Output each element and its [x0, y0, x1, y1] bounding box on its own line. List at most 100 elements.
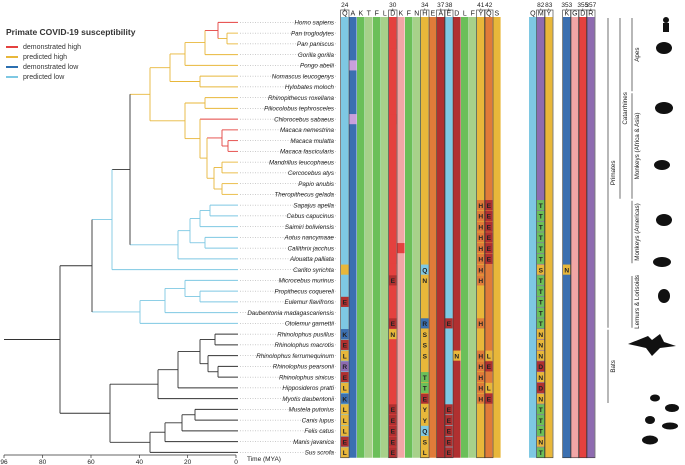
variant-cell	[477, 264, 485, 275]
variant-letter: N	[538, 396, 543, 403]
position-label: 38	[445, 2, 453, 9]
taxon-label: Rhinolophus macrotis	[275, 342, 335, 349]
variant-cell	[477, 382, 485, 393]
variant-cell	[445, 318, 453, 329]
variant-cell	[421, 372, 429, 383]
variant-letter: N	[454, 353, 459, 360]
header-letter: K	[358, 11, 363, 18]
variant-letter: H	[478, 386, 483, 393]
bats-label: Bats	[610, 360, 617, 373]
taxon-label: Otolemur garnettii	[285, 321, 335, 328]
variant-cell	[341, 425, 349, 436]
taxon-labels: Homo sapiens Pan troglodytes Pan paniscus G…	[240, 20, 336, 457]
variant-letter: N	[564, 267, 569, 274]
variant-letter: T	[539, 321, 543, 328]
variant-cell	[477, 393, 485, 404]
variant-letter: H	[478, 364, 483, 371]
variant-letter: K	[342, 396, 347, 403]
taxon-label: Mustela putorius	[289, 407, 334, 414]
primates-label: Primates	[610, 160, 617, 185]
variant-letter: Y	[423, 407, 428, 414]
header-letter: Q	[530, 11, 536, 18]
axis-tick-label: 20	[184, 459, 192, 465]
variant-letter: E	[487, 203, 492, 210]
variant-cell	[537, 275, 545, 286]
axis-tick-label: 0	[234, 459, 238, 465]
axis-label: Time (MYA)	[247, 456, 281, 463]
variant-letter: Q	[422, 429, 427, 436]
variant-letter: E	[423, 396, 428, 403]
taxon-label: Macaca mulatta	[290, 138, 334, 145]
variant-cell	[445, 415, 453, 426]
alignment-column	[445, 17, 453, 458]
alignment-column	[373, 17, 381, 458]
variant-cell	[537, 296, 545, 307]
variant-letter: L	[343, 353, 347, 360]
variant-cell	[421, 404, 429, 415]
variant-letter: E	[487, 364, 492, 371]
header-letter: N	[414, 11, 419, 18]
variant-letter: E	[447, 321, 452, 328]
variant-cell	[341, 372, 349, 383]
variant-cell	[389, 329, 397, 340]
header-letter: H	[422, 11, 427, 18]
alignment-column	[381, 17, 389, 458]
variant-cell	[341, 350, 349, 361]
variant-letter: T	[539, 450, 543, 457]
variant-cell	[341, 447, 349, 458]
variant-letter: R	[422, 321, 427, 328]
taxon-label: Pongo abelii	[300, 63, 335, 70]
variant-cell	[477, 200, 485, 211]
taxon-label: Papio anubis	[298, 181, 334, 188]
variant-cell	[537, 382, 545, 393]
header-letter: K	[564, 11, 569, 18]
variant-cell	[537, 447, 545, 458]
variant-cell	[389, 318, 397, 329]
variant-letter: H	[478, 267, 483, 274]
variant-cell	[389, 404, 397, 415]
variant-cell	[537, 264, 545, 275]
alignment-column	[453, 17, 461, 458]
taxon-label: Rhinopithecus roxellana	[268, 95, 335, 102]
axis-tick-label: 60	[87, 459, 95, 465]
taxon-label: Saimiri boliviensis	[285, 224, 334, 231]
variant-letter: E	[487, 257, 492, 264]
variant-letter: H	[478, 235, 483, 242]
variant-letter: T	[539, 203, 543, 210]
capuchin-silhouette-icon	[656, 214, 672, 226]
legend-swatch	[6, 76, 18, 78]
taxon-label: Canis lupus	[302, 417, 334, 424]
taxon-label: Callithrix jacchus	[288, 245, 334, 252]
variant-cell	[537, 436, 545, 447]
variant-cell	[485, 210, 493, 221]
variant-letter: E	[447, 429, 452, 436]
variant-cell	[341, 393, 349, 404]
baboon-silhouette-icon	[654, 160, 670, 170]
alignment-column	[469, 17, 477, 458]
variant-cell	[477, 350, 485, 361]
variant-cell	[421, 425, 429, 436]
alignment-column	[545, 17, 553, 458]
variant-cell	[537, 221, 545, 232]
alignment-grid: H E TH E TH E TH E TH E TH E TQ H S NE N H TTE TTE R E H TK N S NE…	[340, 9, 596, 459]
variant-cell	[537, 339, 545, 350]
position-label: 41	[477, 2, 485, 9]
taxon-label: Carlito syrichta	[293, 267, 334, 274]
variant-cell	[349, 60, 357, 71]
variant-cell	[485, 221, 493, 232]
legend-label: demonstrated low	[23, 63, 79, 71]
header-letter: K	[398, 11, 403, 18]
variant-letter: T	[539, 224, 543, 231]
header-letter: F	[407, 11, 411, 18]
variant-letter: T	[539, 418, 543, 425]
alignment-column	[571, 17, 579, 458]
position-label: 353	[561, 2, 572, 9]
variant-letter: T	[423, 386, 427, 393]
alignment-column	[493, 17, 501, 458]
human-silhouette-icon	[663, 17, 669, 23]
variant-letter: E	[487, 396, 492, 403]
variant-cell	[341, 404, 349, 415]
variant-cell	[477, 318, 485, 329]
legend-swatch	[6, 46, 18, 48]
variant-cell	[421, 329, 429, 340]
